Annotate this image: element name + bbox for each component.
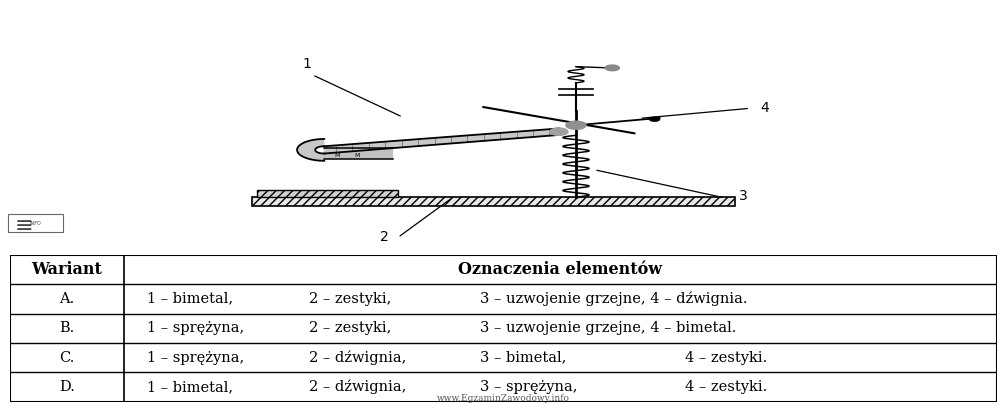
- Circle shape: [550, 128, 568, 135]
- Text: C.: C.: [59, 351, 75, 365]
- Polygon shape: [324, 128, 559, 154]
- Text: 2 – dźwignia,: 2 – dźwignia,: [309, 351, 407, 365]
- Text: 1: 1: [303, 57, 311, 71]
- Bar: [8, 214, 63, 232]
- Text: 4: 4: [760, 101, 769, 115]
- Text: 1 – bimetal,: 1 – bimetal,: [147, 292, 233, 306]
- Text: B.: B.: [59, 321, 75, 335]
- Bar: [252, 197, 735, 206]
- Text: Oznaczenia elementów: Oznaczenia elementów: [458, 261, 663, 278]
- Text: M: M: [334, 154, 340, 158]
- Bar: [257, 190, 398, 197]
- Circle shape: [650, 117, 660, 121]
- Text: D.: D.: [58, 380, 75, 394]
- Text: Wariant: Wariant: [31, 261, 103, 278]
- Text: 2: 2: [381, 230, 389, 244]
- Text: 1 – sprężyna,: 1 – sprężyna,: [147, 351, 244, 365]
- Text: 3 – bimetal,: 3 – bimetal,: [479, 351, 566, 365]
- Circle shape: [566, 121, 586, 129]
- Text: 3 – sprężyna,: 3 – sprężyna,: [479, 380, 577, 394]
- Polygon shape: [297, 139, 324, 161]
- Circle shape: [605, 65, 619, 71]
- Polygon shape: [324, 148, 393, 159]
- Text: 4 – zestyki.: 4 – zestyki.: [685, 351, 767, 365]
- Text: 2 – dźwignia,: 2 – dźwignia,: [309, 380, 407, 394]
- Bar: [257, 190, 398, 197]
- Text: A.: A.: [59, 292, 75, 306]
- Text: 1 – sprężyna,: 1 – sprężyna,: [147, 321, 244, 335]
- Text: 4 – zestyki.: 4 – zestyki.: [685, 380, 767, 394]
- Text: 3: 3: [739, 189, 747, 203]
- Text: 2 – zestyki,: 2 – zestyki,: [309, 292, 392, 306]
- Text: 3 – uzwojenie grzejne, 4 – bimetal.: 3 – uzwojenie grzejne, 4 – bimetal.: [479, 321, 736, 335]
- Text: INFO: INFO: [29, 221, 41, 225]
- Text: www.EgzaminZawodowy.info: www.EgzaminZawodowy.info: [437, 394, 570, 403]
- Text: 1 – bimetal,: 1 – bimetal,: [147, 380, 233, 394]
- Bar: [252, 197, 735, 206]
- Text: ≡: ≡: [15, 216, 33, 236]
- Text: 3 – uzwojenie grzejne, 4 – dźwignia.: 3 – uzwojenie grzejne, 4 – dźwignia.: [479, 292, 747, 306]
- Text: 2 – zestyki,: 2 – zestyki,: [309, 321, 392, 335]
- Text: M: M: [354, 154, 361, 158]
